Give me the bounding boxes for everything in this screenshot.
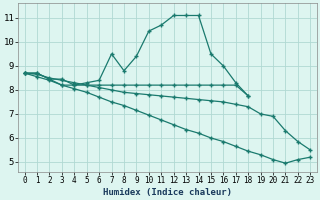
X-axis label: Humidex (Indice chaleur): Humidex (Indice chaleur)	[103, 188, 232, 197]
